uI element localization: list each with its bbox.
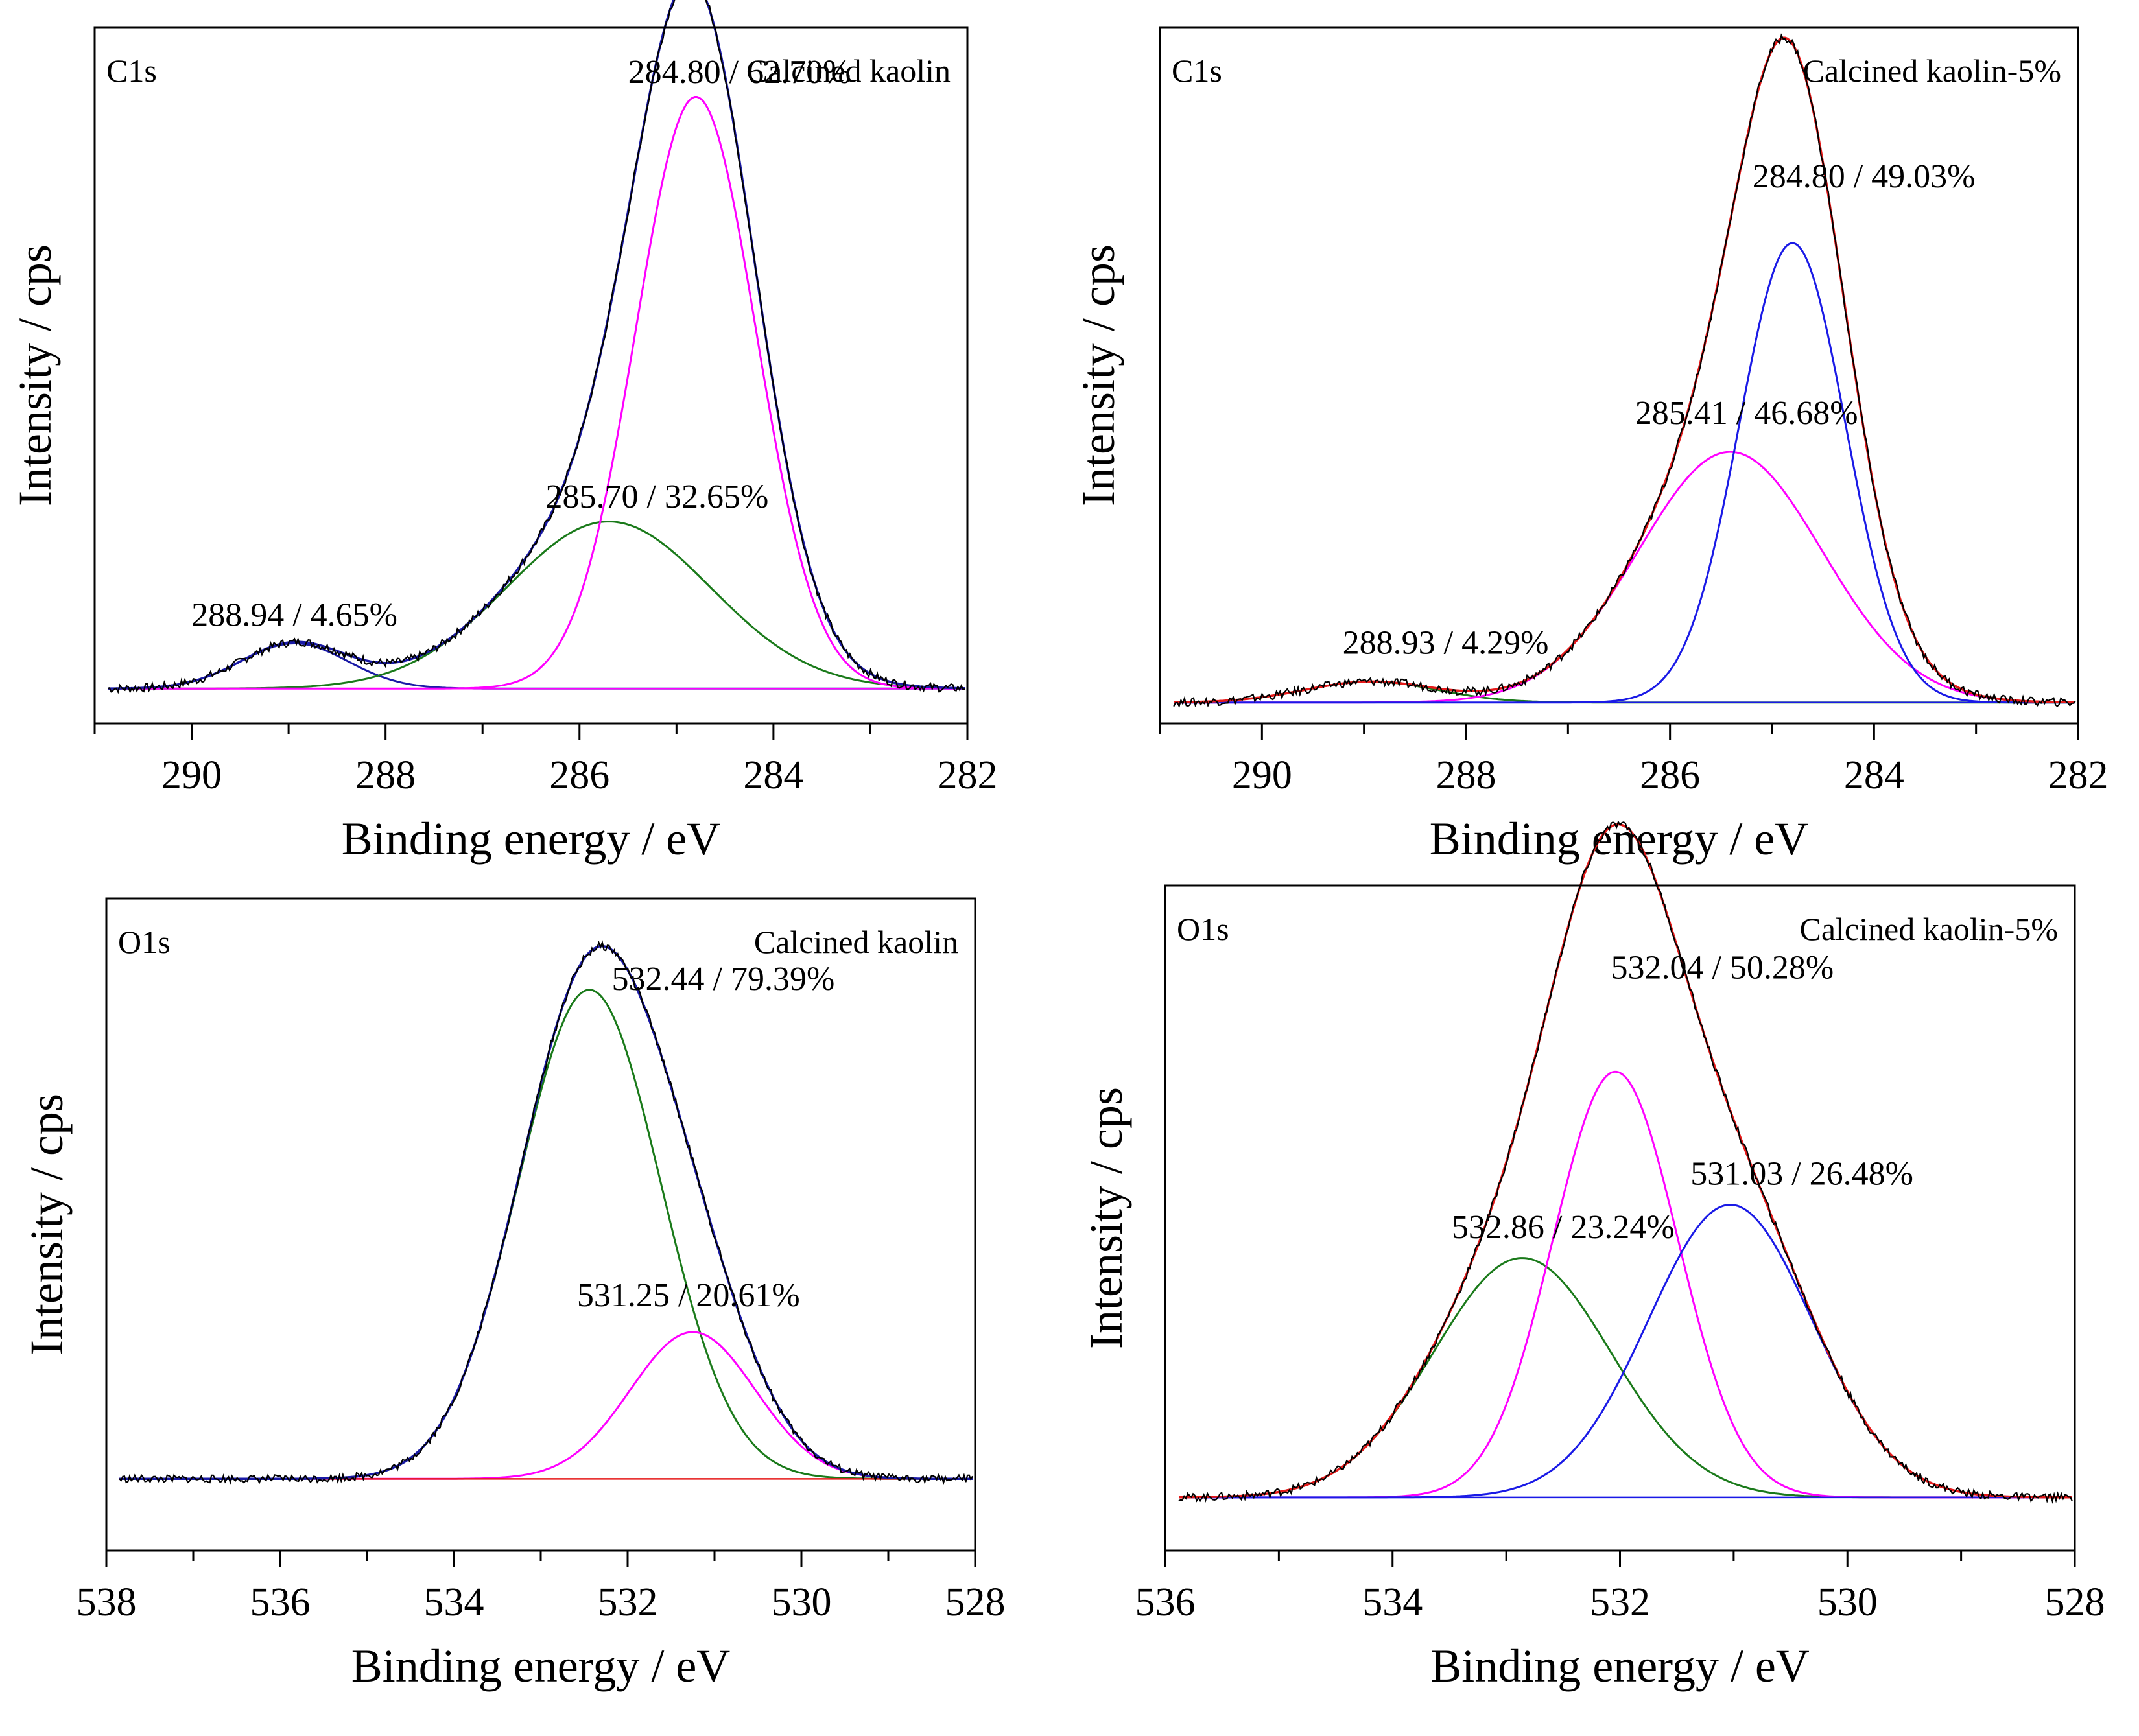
y-axis-title: Intensity / cps [1072,244,1124,506]
x-tick-label: 290 [161,753,222,797]
x-tick-label: 282 [938,753,998,797]
x-tick-label: 284 [1844,753,1904,797]
core-level-label: C1s [106,53,157,89]
y-axis-title: Intensity / cps [9,244,61,506]
core-level-label: O1s [118,924,171,960]
peak-annotation: 288.94 / 4.65% [191,597,397,634]
plot-frame [1159,26,2079,725]
x-tick-label: 538 [77,1580,137,1625]
y-axis-title: Intensity / cps [1080,1087,1132,1349]
x-tick-label: 284 [743,753,803,797]
raw-spectrum [119,940,973,1486]
peak-annotation: 288.93 / 4.29% [1343,625,1549,662]
x-tick-label: 288 [1436,753,1496,797]
raw-spectrum [107,0,965,694]
peak-annotation: 531.25 / 20.61% [577,1277,800,1314]
sample-label: Calcined kaolin-5% [1800,911,2059,947]
x-tick-label: 530 [772,1580,832,1625]
x-tick-label: 536 [1135,1580,1196,1625]
x-tick-label: 288 [355,753,416,797]
peak-annotation: 532.04 / 50.28% [1611,950,1834,987]
raw-spectrum [1178,820,2073,1504]
core-level-label: O1s [1177,911,1229,947]
panel-bottom-left: 538 536 534 532 530 528 Binding energy / eV Int… [21,897,1006,1692]
peak-annotation: 284.80 / 62.70% [628,54,851,91]
peak-annotation: 532.44 / 79.39% [612,961,835,998]
peak-annotation: 285.41 / 46.68% [1635,395,1858,432]
panel-bottom-right: 536 534 532 530 528 Binding energy / eV Intens… [1080,820,2105,1692]
x-axis-title: Binding energy / eV [351,1640,731,1692]
x-axis-title: Binding energy / eV [1430,1640,1810,1692]
x-tick-label: 290 [1232,753,1292,797]
x-tick-label: 528 [2045,1580,2105,1625]
x-tick-label: 530 [1817,1580,1878,1625]
raw-spectrum [1173,33,2076,709]
x-tick-label: 532 [1590,1580,1650,1625]
sample-label: Calcined kaolin-5% [1803,53,2062,89]
peak-annotation: 284.80 / 49.03% [1753,158,1976,195]
x-tick-label: 286 [1640,753,1700,797]
x-tick-label: 536 [250,1580,311,1625]
x-tick-label: 534 [424,1580,484,1625]
peak-annotation: 285.70 / 32.65% [546,478,769,515]
x-axis-title: Binding energy / eV [342,813,721,865]
x-tick-label: 534 [1362,1580,1423,1625]
x-tick-label: 282 [2048,753,2109,797]
core-level-label: C1s [1172,53,1222,89]
x-axis-title: Binding energy / eV [1430,813,1809,865]
x-tick-label: 528 [945,1580,1006,1625]
peak-annotation: 531.03 / 26.48% [1690,1156,1913,1193]
sample-label: Calcined kaolin [754,924,958,960]
panel-top-right: 290 288 286 284 282 Binding energy / eV Intens… [1072,26,2109,865]
sample-label: Calcined kaolin [746,53,951,89]
peak-annotation: 532.86 / 23.24% [1452,1209,1675,1246]
plot-frame [93,26,969,725]
x-tick-label: 286 [549,753,609,797]
y-axis-title: Intensity / cps [21,1094,73,1355]
x-tick-label: 532 [598,1580,658,1625]
panel-top-left: 290 288 286 284 282 Binding energy / eV Intens… [9,0,998,865]
